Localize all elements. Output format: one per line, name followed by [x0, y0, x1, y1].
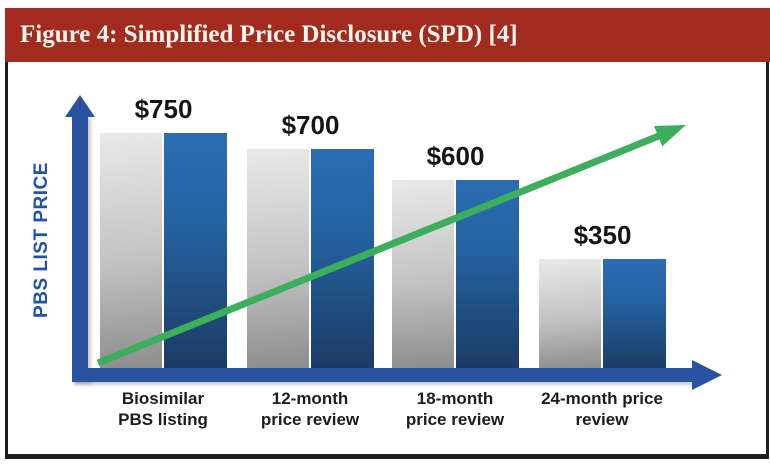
category-label-line: Biosimilar [121, 389, 205, 408]
chart-panel: PBS LIST PRICE $750 $700 $600 $350 [5, 62, 769, 459]
y-axis-label: PBS LIST PRICE [31, 162, 52, 318]
category-label-line: 12-month [271, 389, 349, 408]
category-label-24-month-price-review: 24-month price review [517, 388, 687, 430]
category-label-12-month-price-review: 12-month price review [225, 388, 395, 430]
bar-value-label: $350 [573, 220, 632, 250]
bar-gray [247, 149, 309, 369]
bar-gray [539, 259, 601, 369]
x-axis-line [72, 368, 695, 382]
bar-group-24-month-price-review: $350 [539, 220, 666, 369]
bar-group-12-month-price-review: $700 [247, 110, 374, 369]
category-label-line: price review [405, 410, 505, 429]
bar-gray [392, 180, 454, 369]
y-axis-arrowhead-icon [65, 95, 95, 117]
bar-value-label: $700 [281, 110, 340, 140]
category-label-line: 18-month [416, 389, 494, 408]
bar-blue [456, 180, 519, 369]
category-label-line: PBS listing [118, 410, 208, 429]
bar-blue [603, 259, 666, 369]
bar-group-biosimilar-pbs-listing: $750 [100, 94, 227, 369]
bar-group-18-month-price-review: $600 [392, 141, 519, 369]
category-label-line: price review [260, 410, 360, 429]
figure-title: Figure 4: Simplified Price Disclosure (S… [20, 21, 518, 48]
category-label-line: 24-month price [541, 389, 663, 408]
x-axis-arrowhead-icon [692, 360, 722, 390]
category-label-line: review [575, 410, 629, 429]
bar-value-label: $750 [134, 94, 193, 124]
category-label-biosimilar-pbs-listing: Biosimilar PBS listing [78, 388, 248, 430]
bar-value-label: $600 [426, 141, 485, 171]
bar-blue [164, 133, 227, 369]
category-label-18-month-price-review: 18-month price review [370, 388, 540, 430]
bar-gray [100, 133, 162, 369]
chart-area: PBS LIST PRICE $750 $700 $600 $350 [8, 62, 760, 449]
bar-blue [311, 149, 374, 369]
y-axis-line [72, 116, 88, 382]
figure-title-bar: Figure 4: Simplified Price Disclosure (S… [5, 8, 770, 62]
